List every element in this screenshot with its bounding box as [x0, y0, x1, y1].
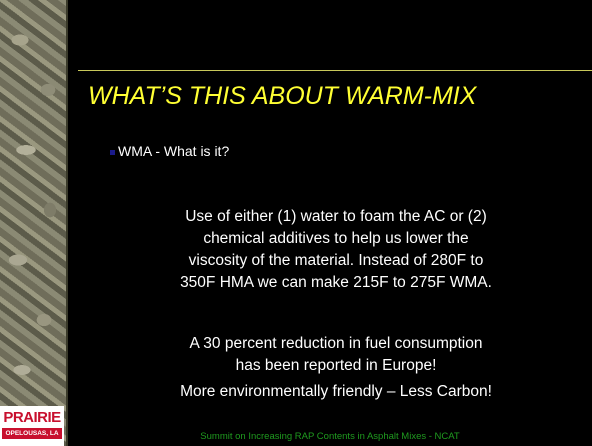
footer: Summit on Increasing RAP Contents in Asp… [80, 431, 580, 442]
strip-edge [66, 0, 68, 446]
text-line: chemical additives to help us lower the [80, 228, 592, 250]
aggregate-strip [0, 0, 66, 446]
paragraph: More environmentally friendly – Less Car… [80, 381, 592, 403]
title-rule [78, 70, 592, 71]
text-line: viscosity of the material. Instead of 28… [80, 250, 592, 272]
text-line: A 30 percent reduction in fuel consumpti… [80, 333, 592, 355]
text-line: More environmentally friendly – Less Car… [80, 381, 592, 403]
text-line: has been reported in Europe! [80, 355, 592, 377]
paragraph: Use of either (1) water to foam the AC o… [80, 206, 592, 294]
logo: PRAIRIE OPELOUSAS, LA [0, 406, 64, 446]
slide-title: WHAT’S THIS ABOUT WARM-MIX [88, 82, 476, 111]
logo-name: PRAIRIE [0, 409, 64, 426]
text-line: Use of either (1) water to foam the AC o… [80, 206, 592, 228]
bullet: WMA - What is it? [110, 143, 229, 159]
logo-location: OPELOUSAS, LA [2, 428, 62, 439]
text-line: 350F HMA we can make 215F to 275F WMA. [80, 272, 592, 294]
slide: WHAT’S THIS ABOUT WARM-MIX WMA - What is… [0, 0, 592, 446]
paragraph: A 30 percent reduction in fuel consumpti… [80, 333, 592, 377]
